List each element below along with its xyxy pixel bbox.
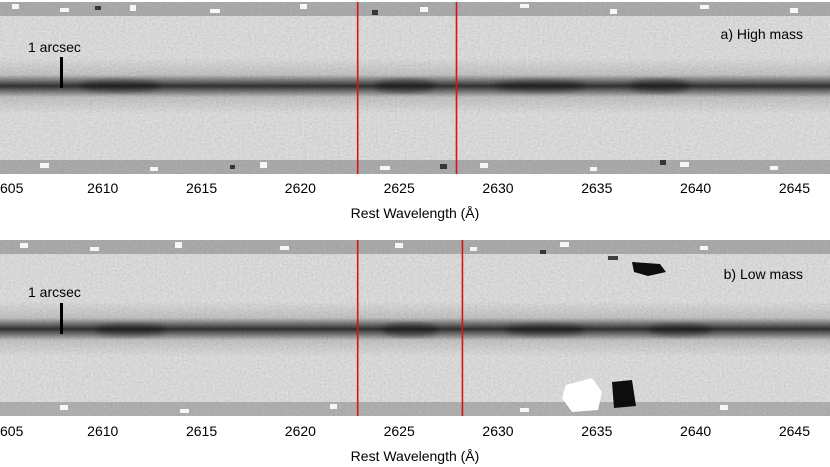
panel-a-scale-bar [60, 57, 63, 88]
panel-b-tick-label: 2610 [87, 423, 118, 439]
panel-b-tick-label: 2625 [384, 423, 415, 439]
panel-b-scale-bar [60, 303, 63, 334]
panel-b-x-axis-label: Rest Wavelength (Å) [351, 448, 480, 464]
panel-a-tick-label: 2635 [581, 180, 612, 196]
panel-a-tick-label: 2645 [779, 180, 810, 196]
panel-b-tick-label: 2615 [186, 423, 217, 439]
panel-b-label: b) Low mass [724, 266, 803, 282]
panel-a-tick-label: 2615 [186, 180, 217, 196]
panel-b-spectrum-image [0, 240, 830, 416]
panel-b-tick-label: 2620 [285, 423, 316, 439]
panel-b: 1 arcsec b) Low mass 605 2610 2615 2620 2625… [0, 240, 830, 464]
panel-a-x-axis-label: Rest Wavelength (Å) [351, 205, 480, 221]
panel-a-spectrum-image [0, 2, 830, 174]
panel-a-x-axis: 605 2610 2615 2620 2625 2630 2635 2640 2645 [0, 180, 810, 196]
panel-b-tick-label: 2630 [482, 423, 513, 439]
panel-a-tick-label: 2610 [87, 180, 118, 196]
panel-a-tick-label: 605 [0, 180, 24, 196]
panel-a-tick-label: 2630 [482, 180, 513, 196]
panel-b-x-axis: 605 2610 2615 2620 2625 2630 2635 2640 2645 [0, 423, 810, 439]
panel-b-tick-label: 2640 [680, 423, 711, 439]
panel-b-tick-label: 2635 [581, 423, 612, 439]
panel-b-scale-bar-label: 1 arcsec [28, 284, 81, 300]
panel-a-tick-label: 2640 [680, 180, 711, 196]
panel-b-tick-label: 605 [0, 423, 24, 439]
panel-a-tick-label: 2625 [384, 180, 415, 196]
panel-a: 1 arcsec a) High mass 605 2610 2615 2620 262… [0, 2, 830, 221]
panel-b-tick-label: 2645 [779, 423, 810, 439]
panel-a-scale-bar-label: 1 arcsec [28, 39, 81, 55]
panel-a-tick-label: 2620 [285, 180, 316, 196]
panel-a-label: a) High mass [721, 26, 803, 42]
